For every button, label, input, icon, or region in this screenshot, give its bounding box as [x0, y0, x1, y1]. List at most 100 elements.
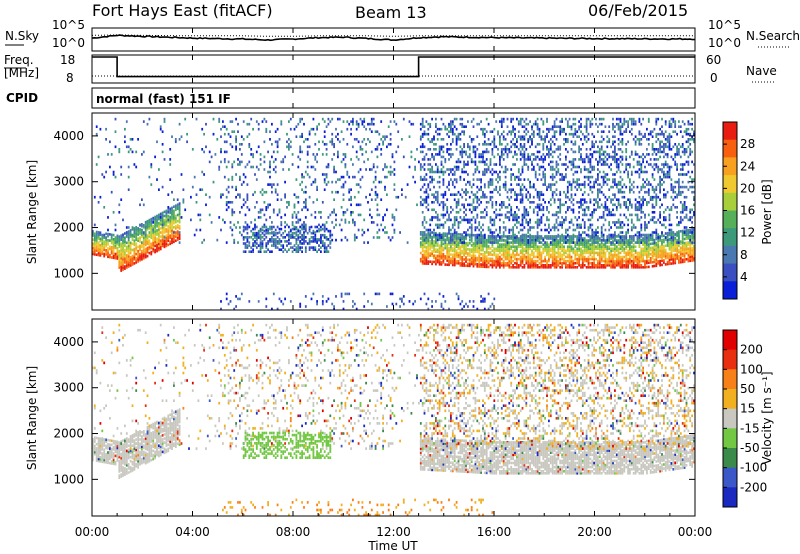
- heatmap-cell: [512, 235, 514, 238]
- heatmap-cell: [523, 257, 526, 261]
- heatmap-cell: [493, 249, 496, 253]
- heatmap-cell: [521, 243, 524, 246]
- heatmap-cell: [553, 122, 556, 126]
- heatmap-cell: [485, 130, 488, 133]
- heatmap-cell: [506, 143, 509, 146]
- heatmap-cell: [468, 242, 471, 245]
- heatmap-cell: [284, 240, 286, 243]
- heatmap-cell: [323, 223, 326, 227]
- heatmap-cell: [470, 258, 473, 262]
- heatmap-cell: [161, 223, 164, 227]
- heatmap-cell: [519, 138, 522, 141]
- heatmap-cell: [527, 257, 530, 261]
- heatmap-cell: [154, 228, 156, 231]
- heatmap-cell: [578, 148, 580, 151]
- heatmap-cell: [308, 246, 311, 249]
- heatmap-cell: [442, 261, 445, 264]
- heatmap-cell: [489, 170, 492, 174]
- heatmap-cell: [314, 246, 317, 249]
- heatmap-cell: [156, 241, 158, 245]
- heatmap-cell: [440, 117, 443, 121]
- heatmap-cell: [578, 165, 580, 169]
- heatmap-cell: [483, 195, 486, 199]
- heatmap-cell: [565, 132, 567, 136]
- heatmap-cell: [158, 217, 160, 221]
- heatmap-cell: [523, 135, 526, 138]
- heatmap-cell: [433, 201, 435, 204]
- heatmap-cell: [527, 264, 530, 267]
- heatmap-cell: [431, 238, 433, 242]
- heatmap-cell: [549, 203, 552, 207]
- heatmap-cell: [174, 239, 177, 242]
- heatmap-cell: [491, 153, 494, 156]
- heatmap-cell: [444, 213, 447, 217]
- heatmap-cell: [536, 266, 539, 269]
- heatmap-cell: [308, 248, 311, 251]
- heatmap-cell: [421, 145, 424, 149]
- heatmap-cell: [329, 242, 332, 245]
- heatmap-cell: [116, 251, 119, 254]
- heatmap-cell: [561, 120, 563, 123]
- freq-unit-label: [MHz]: [4, 66, 39, 80]
- heatmap-cell: [487, 122, 490, 126]
- heatmap-cell: [397, 145, 400, 149]
- heatmap-cell: [516, 213, 518, 217]
- heatmap-cell: [448, 173, 450, 176]
- heatmap-cell: [304, 198, 307, 201]
- heatmap-cell: [510, 253, 513, 257]
- heatmap-cell: [546, 251, 548, 255]
- heatmap-cell: [103, 175, 106, 179]
- heatmap-cell: [504, 213, 507, 217]
- heatmap-cell: [295, 233, 298, 237]
- heatmap-cell: [135, 150, 138, 154]
- heatmap-cell: [301, 173, 303, 176]
- heatmap-cell: [463, 218, 465, 222]
- heatmap-cell: [320, 246, 322, 249]
- heatmap-cell: [480, 153, 482, 156]
- heatmap-cell: [559, 127, 562, 131]
- heatmap-cell: [576, 223, 579, 227]
- heatmap-cell: [363, 305, 366, 308]
- heatmap-cell: [254, 240, 256, 243]
- heatmap-cell: [500, 257, 503, 261]
- heatmap-cell: [578, 223, 580, 227]
- heatmap-cell: [491, 140, 494, 144]
- heatmap-cell: [457, 203, 460, 207]
- heatmap-cell: [472, 256, 475, 260]
- heatmap-cell: [517, 178, 520, 181]
- heatmap-cell: [280, 227, 283, 231]
- heatmap-cell: [154, 224, 156, 227]
- heatmap-cell: [557, 228, 560, 232]
- heatmap-cell: [348, 190, 351, 194]
- heatmap-cell: [353, 221, 356, 224]
- heatmap-cell: [395, 302, 398, 306]
- heatmap-cell: [485, 251, 488, 254]
- heatmap-cell: [163, 225, 166, 228]
- heatmap-cell: [604, 239, 607, 242]
- heatmap-cell: [583, 237, 586, 240]
- heatmap-cell: [565, 251, 567, 255]
- heatmap-cell: [142, 224, 145, 227]
- heatmap-cell: [510, 247, 513, 251]
- heatmap-cell: [521, 261, 524, 265]
- heatmap-cell: [201, 188, 204, 191]
- heatmap-cell: [570, 264, 573, 267]
- heatmap-cell: [487, 238, 490, 242]
- heatmap-cell: [272, 233, 275, 237]
- heatmap-cell: [120, 242, 123, 246]
- heatmap-cell: [540, 236, 543, 239]
- heatmap-cell: [141, 243, 143, 247]
- heatmap-cell: [602, 264, 605, 267]
- heatmap-cell: [278, 238, 281, 241]
- heatmap-cell: [118, 266, 121, 269]
- heatmap-cell: [532, 130, 535, 133]
- heatmap-cell: [239, 160, 241, 164]
- heatmap-cell: [440, 160, 443, 164]
- heatmap-cell: [278, 211, 281, 214]
- heatmap-cell: [318, 223, 320, 227]
- heatmap-cell: [529, 218, 531, 222]
- heatmap-cell: [110, 233, 113, 237]
- heatmap-cell: [248, 143, 251, 146]
- heatmap-cell: [423, 145, 426, 149]
- heatmap-cell: [546, 253, 548, 257]
